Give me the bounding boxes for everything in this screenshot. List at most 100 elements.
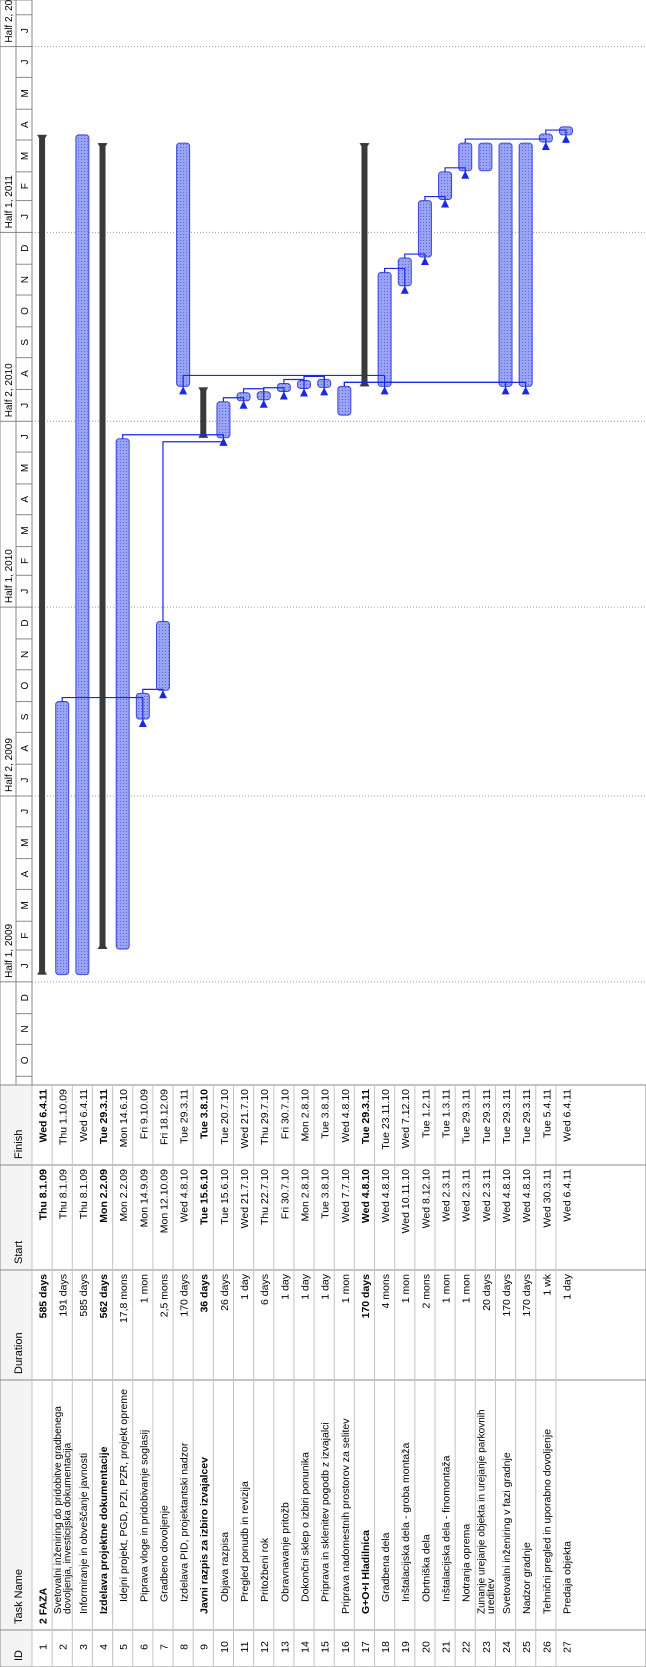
gantt-chart-area — [32, 46, 646, 983]
task-name: Tehnični pregled in uporabno dovoljenje — [541, 1429, 553, 1614]
task-name-header[interactable]: Task Name — [13, 1569, 25, 1624]
task-name-line-2: ureditev — [486, 1578, 497, 1614]
task-bar[interactable] — [478, 142, 493, 172]
dependency-link — [384, 267, 406, 293]
task-row[interactable]: 10 Objava razpisa 26 days Tue 15.6.10 Tue 20… — [219, 1089, 231, 1653]
task-finish: Mon 14.6.10 — [118, 1089, 130, 1148]
link-arrow-icon — [279, 391, 288, 400]
task-bar[interactable] — [458, 142, 473, 172]
task-row[interactable]: 16 Priprava nadomestnih prostorov za seli… — [340, 1089, 352, 1653]
task-row[interactable]: 22 Notranja oprema 1 mon Wed 2.3.11 Tue 29.3… — [461, 1089, 473, 1653]
task-bar[interactable] — [115, 438, 130, 950]
task-row[interactable]: 14 Dokončni sklep o izbiri ponunika 1 day M… — [299, 1089, 311, 1653]
summary-bar[interactable] — [99, 143, 106, 949]
task-row[interactable]: 24 Svetovalni inženiring v fazi gradnje 17… — [501, 1089, 513, 1653]
month-label: A — [20, 870, 31, 877]
task-bar[interactable] — [337, 385, 352, 416]
task-row[interactable]: 2 Svetovalni inženiring do pridobitve gra… — [53, 1089, 74, 1650]
task-id: 17 — [360, 1641, 372, 1653]
task-row[interactable]: 1 2 FAZA 585 days Thu 8.1.09 Wed 6.4.11 — [38, 1089, 50, 1650]
link-arrow-icon — [158, 690, 167, 699]
task-id: 1 — [38, 1644, 50, 1650]
task-start: Wed 4.8.10 — [380, 1169, 392, 1223]
task-start: Wed 6.4.11 — [561, 1169, 573, 1222]
half-year-label: Half 2, 2009 — [4, 738, 15, 792]
task-name: Javni razpis za izbiro izvajalcev — [199, 1457, 211, 1614]
task-name: Svetovalni inženiring do pridobitve grad… — [53, 1406, 64, 1614]
task-finish: Fri 30.7.10 — [279, 1089, 291, 1139]
month-label: D — [20, 619, 31, 626]
duration-header[interactable]: Duration — [13, 1332, 25, 1374]
task-duration: 1 day — [299, 1273, 311, 1299]
task-bar[interactable] — [417, 200, 432, 258]
task-name: Obrtniška dela — [420, 1534, 432, 1602]
month-label: M — [20, 89, 31, 97]
id-header[interactable]: ID — [13, 1650, 25, 1661]
task-row[interactable]: 5 Idejni projekt, PGD, PZI, PZR, projekt … — [118, 1089, 130, 1650]
task-row[interactable]: 9 Javni razpis za izbiro izvajalcev 36 day… — [199, 1089, 211, 1650]
task-row[interactable]: 8 Izdelava PID, projektantski nadzor 170 d… — [179, 1089, 191, 1650]
task-finish: Wed 4.8.10 — [340, 1089, 352, 1143]
task-bar[interactable] — [216, 401, 231, 439]
month-label: S — [20, 339, 31, 346]
task-row[interactable]: 7 Gradbeno dovoljenje 2,5 mons Mon 12.10.09… — [158, 1089, 170, 1650]
task-row[interactable]: 12 Pritožbeni rok 6 days Thu 22.7.10 Thu 29.… — [259, 1089, 271, 1653]
task-bar[interactable] — [75, 134, 90, 976]
task-finish: Tue 20.7.10 — [219, 1089, 231, 1145]
task-row[interactable]: 23 Zunanje urejanje objekta in urejanje p… — [476, 1089, 497, 1653]
start-header[interactable]: Start — [13, 1241, 25, 1264]
dependency-link — [162, 441, 225, 622]
task-duration: 6 days — [259, 1274, 271, 1305]
task-id: 13 — [279, 1641, 291, 1653]
task-row[interactable]: 15 Priprava in sklenitev pogodb z izvajal… — [320, 1089, 332, 1653]
task-row[interactable]: 11 Pregled ponudb in revizija 1 day Wed 21.… — [239, 1089, 251, 1653]
summary-cap — [97, 940, 108, 949]
task-name: Nadzor gradnje — [521, 1542, 533, 1614]
task-row[interactable]: 17 G+O+I Hladilnica 170 days Wed 4.8.10 Tue … — [360, 1089, 372, 1653]
task-name: Gradbeno dovoljenje — [158, 1505, 170, 1602]
summary-bar[interactable] — [200, 387, 207, 438]
task-finish: Tue 29.3.11 — [501, 1089, 513, 1144]
task-name: Pregled ponudb in revizija — [239, 1481, 251, 1602]
task-bar[interactable] — [377, 271, 392, 387]
link-arrow-icon — [380, 386, 389, 395]
task-row[interactable]: 25 Nadzor gradnje 170 days Wed 4.8.10 Tue 29… — [521, 1089, 533, 1653]
task-row[interactable]: 21 Inštalacijska dela - finomontaža 1 mon W… — [441, 1089, 453, 1653]
task-start: Wed 8.12.10 — [420, 1169, 432, 1229]
link-arrow-icon — [420, 257, 429, 266]
task-bar[interactable] — [518, 142, 533, 387]
task-row[interactable]: 19 Inštalacijska dela - groba montaža 1 mo… — [400, 1089, 412, 1653]
task-row[interactable]: 27 Predaja objekta 1 day Wed 6.4.11 Wed 6.4.… — [561, 1089, 573, 1653]
finish-header[interactable]: Finish — [13, 1130, 25, 1159]
task-bar[interactable] — [438, 171, 453, 201]
task-id: 12 — [259, 1641, 271, 1653]
task-row[interactable]: 3 Informiranje in obveščanje javnosti 585 … — [78, 1089, 90, 1650]
task-duration: 170 days — [179, 1274, 191, 1317]
task-name: Gradbena dela — [380, 1532, 392, 1602]
task-id: 18 — [380, 1641, 392, 1653]
dependency-link — [61, 696, 144, 727]
dependency-link — [122, 434, 225, 445]
task-row[interactable]: 4 Izdelava projektne dokumentacije 562 day… — [98, 1089, 110, 1650]
task-bar[interactable] — [155, 620, 170, 691]
summary-bar[interactable] — [39, 134, 46, 975]
task-row[interactable]: 13 Obravnavanje pritožb 1 day Fri 30.7.10 Fr… — [279, 1089, 291, 1653]
task-row[interactable]: 26 Tehnični pregled in uporabno dovoljenj… — [541, 1089, 553, 1653]
task-duration: 1 day — [320, 1273, 332, 1299]
task-duration: 1 wk — [541, 1273, 553, 1295]
task-id: 3 — [78, 1644, 90, 1650]
half-year-label: Half 2, 2010 — [4, 363, 15, 417]
month-label: J — [20, 434, 31, 439]
task-bar[interactable] — [176, 142, 191, 387]
task-bar[interactable] — [55, 701, 70, 976]
task-bar[interactable] — [498, 142, 513, 387]
task-row[interactable]: 20 Obrtniška dela 2 mons Wed 8.12.10 Tue 1.2… — [420, 1089, 432, 1653]
summary-bar[interactable] — [361, 143, 368, 387]
month-label: J — [20, 214, 31, 219]
task-row[interactable]: 18 Gradbena dela 4 mons Wed 4.8.10 Tue 23.11… — [380, 1089, 392, 1653]
task-id: 8 — [179, 1644, 191, 1650]
task-name: Informiranje in obveščanje javnosti — [78, 1453, 90, 1614]
task-finish: Wed 6.4.11 — [561, 1089, 573, 1142]
task-row[interactable]: 6 Piprava vloge in pridobivanje soglasij 1… — [138, 1089, 150, 1650]
